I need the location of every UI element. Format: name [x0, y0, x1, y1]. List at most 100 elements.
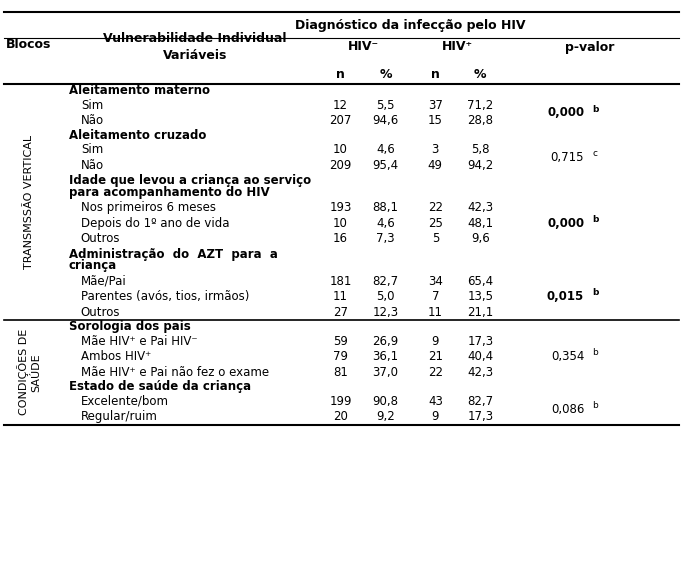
Text: 49: 49	[428, 159, 443, 172]
Text: 13,5: 13,5	[467, 290, 493, 304]
Text: Sim: Sim	[81, 143, 103, 156]
Text: Aleitamento cruzado: Aleitamento cruzado	[69, 129, 206, 142]
Text: 7: 7	[432, 290, 439, 304]
Text: b: b	[592, 400, 598, 410]
Text: 5,0: 5,0	[376, 290, 395, 304]
Text: 59: 59	[333, 335, 348, 348]
Text: p-valor: p-valor	[566, 40, 615, 54]
Text: Aleitamento materno: Aleitamento materno	[69, 84, 210, 98]
Text: 36,1: 36,1	[372, 350, 398, 364]
Text: Vulnerabilidade Individual
Variáveis: Vulnerabilidade Individual Variáveis	[103, 32, 286, 62]
Text: 42,3: 42,3	[467, 366, 493, 379]
Text: 0,715: 0,715	[550, 151, 584, 164]
Text: Excelente/bom: Excelente/bom	[81, 395, 169, 408]
Text: Nos primeiros 6 meses: Nos primeiros 6 meses	[81, 201, 216, 214]
Text: 5,8: 5,8	[471, 143, 490, 156]
Text: b: b	[592, 349, 598, 357]
Text: 0,000: 0,000	[547, 107, 584, 119]
Text: b: b	[592, 288, 598, 297]
Text: 10: 10	[333, 217, 348, 230]
Text: Mãe HIV⁺ e Pai não fez o exame: Mãe HIV⁺ e Pai não fez o exame	[81, 366, 269, 379]
Text: 193: 193	[329, 201, 352, 214]
Text: Sorologia dos pais: Sorologia dos pais	[69, 320, 191, 334]
Text: 43: 43	[428, 395, 443, 408]
Text: Regular/ruim: Regular/ruim	[81, 410, 158, 424]
Text: 71,2: 71,2	[467, 99, 493, 112]
Text: 9: 9	[432, 410, 439, 424]
Text: 90,8: 90,8	[372, 395, 398, 408]
Text: 4,6: 4,6	[376, 143, 395, 156]
Text: Estado de saúde da criança: Estado de saúde da criança	[69, 380, 251, 394]
Text: 25: 25	[428, 217, 443, 230]
Text: 0,086: 0,086	[550, 403, 584, 415]
Text: 94,2: 94,2	[467, 159, 493, 172]
Text: HIV⁺: HIV⁺	[443, 40, 473, 54]
Text: HIV⁻: HIV⁻	[348, 40, 378, 54]
Text: para acompanhamento do HIV: para acompanhamento do HIV	[69, 186, 270, 199]
Text: 11: 11	[333, 290, 348, 304]
Text: n: n	[431, 69, 440, 81]
Text: b: b	[592, 215, 598, 224]
Text: 95,4: 95,4	[372, 159, 398, 172]
Text: %: %	[474, 69, 486, 81]
Text: Mãe/Pai: Mãe/Pai	[81, 275, 126, 288]
Text: 9,2: 9,2	[376, 410, 395, 424]
Text: Blocos: Blocos	[6, 39, 52, 51]
Text: 17,3: 17,3	[467, 335, 493, 348]
Text: 0,000: 0,000	[547, 217, 584, 230]
Text: 22: 22	[428, 366, 443, 379]
Text: 27: 27	[333, 306, 348, 319]
Text: Depois do 1º ano de vida: Depois do 1º ano de vida	[81, 217, 229, 230]
Text: 22: 22	[428, 201, 443, 214]
Text: Diagnóstico da infecção pelo HIV: Diagnóstico da infecção pelo HIV	[295, 18, 526, 32]
Text: 40,4: 40,4	[467, 350, 493, 364]
Text: b: b	[592, 104, 598, 114]
Text: c: c	[592, 149, 597, 158]
Text: n: n	[336, 69, 345, 81]
Text: 28,8: 28,8	[467, 114, 493, 128]
Text: TRANSMSSÃO VERTICAL: TRANSMSSÃO VERTICAL	[24, 135, 34, 269]
Text: Mãe HIV⁺ e Pai HIV⁻: Mãe HIV⁺ e Pai HIV⁻	[81, 335, 197, 348]
Text: 199: 199	[329, 395, 352, 408]
Text: 79: 79	[333, 350, 348, 364]
Text: 21: 21	[428, 350, 443, 364]
Text: 15: 15	[428, 114, 443, 128]
Text: 12: 12	[333, 99, 348, 112]
Text: CONDIÇÕES DE
SAÚDE: CONDIÇÕES DE SAÚDE	[17, 329, 41, 415]
Text: 0,354: 0,354	[550, 350, 584, 364]
Text: %: %	[379, 69, 391, 81]
Text: 207: 207	[329, 114, 352, 128]
Text: Parentes (avós, tios, irmãos): Parentes (avós, tios, irmãos)	[81, 290, 249, 304]
Text: Outros: Outros	[81, 306, 120, 319]
Text: 42,3: 42,3	[467, 201, 493, 214]
Text: criança: criança	[69, 260, 117, 272]
Text: 48,1: 48,1	[467, 217, 493, 230]
Text: 37,0: 37,0	[372, 366, 398, 379]
Text: 82,7: 82,7	[372, 275, 398, 288]
Text: 11: 11	[428, 306, 443, 319]
Text: Não: Não	[81, 159, 104, 172]
Text: Ambos HIV⁺: Ambos HIV⁺	[81, 350, 151, 364]
Text: 65,4: 65,4	[467, 275, 493, 288]
Text: 5,5: 5,5	[376, 99, 395, 112]
Text: Outros: Outros	[81, 233, 120, 245]
Text: 9: 9	[432, 335, 439, 348]
Text: 209: 209	[329, 159, 352, 172]
Text: 17,3: 17,3	[467, 410, 493, 424]
Text: 34: 34	[428, 275, 443, 288]
Text: 20: 20	[333, 410, 348, 424]
Text: 3: 3	[432, 143, 439, 156]
Text: 9,6: 9,6	[471, 233, 490, 245]
Text: 181: 181	[329, 275, 352, 288]
Text: Sim: Sim	[81, 99, 103, 112]
Text: 82,7: 82,7	[467, 395, 493, 408]
Text: 12,3: 12,3	[372, 306, 398, 319]
Text: 37: 37	[428, 99, 443, 112]
Text: 10: 10	[333, 143, 348, 156]
Text: 16: 16	[333, 233, 348, 245]
Text: 4,6: 4,6	[376, 217, 395, 230]
Text: 5: 5	[432, 233, 439, 245]
Text: 26,9: 26,9	[372, 335, 399, 348]
Text: 0,015: 0,015	[547, 290, 584, 304]
Text: 21,1: 21,1	[467, 306, 493, 319]
